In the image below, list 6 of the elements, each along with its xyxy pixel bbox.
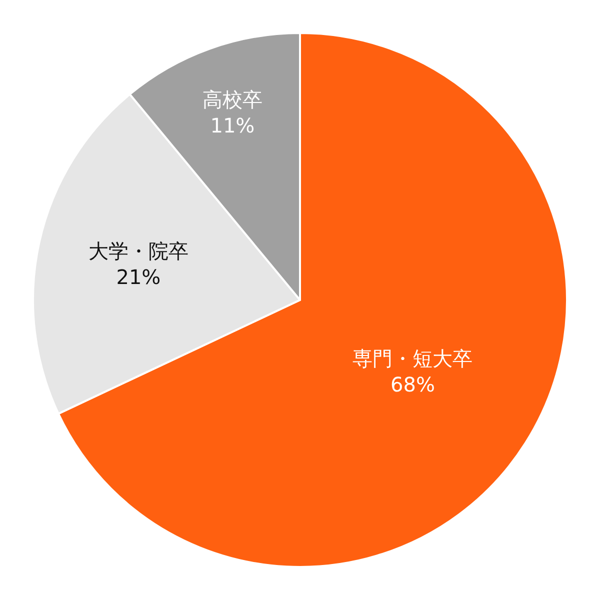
slice-label: 専門・短大卒 [352,346,473,371]
slice-label: 高校卒 [202,87,262,112]
data-label: 68% [390,372,435,397]
data-label: 11% [210,113,255,138]
data-label: 21% [116,264,161,289]
slice-label: 大学・院卒 [88,238,188,263]
